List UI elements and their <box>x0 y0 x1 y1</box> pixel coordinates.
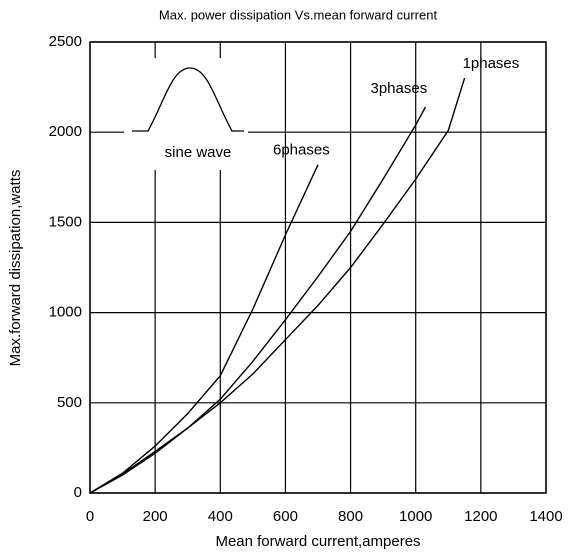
x-tick-label: 600 <box>273 508 298 525</box>
plot-frame <box>89 41 547 494</box>
series-label: 1phases <box>463 55 520 72</box>
x-tick-label: 400 <box>208 508 233 525</box>
y-tick-label: 0 <box>74 484 82 501</box>
y-axis-label: Max.forward dissipation,watts <box>7 170 24 367</box>
annotation: sine wave <box>165 144 232 161</box>
y-tick-label: 2000 <box>49 123 82 140</box>
x-tick-label: 1200 <box>464 508 497 525</box>
y-tick-label: 500 <box>57 394 82 411</box>
chart-title: Max. power dissipation Vs.mean forward c… <box>159 7 438 22</box>
y-tick-label: 2500 <box>49 33 82 50</box>
x-tick-label: 0 <box>86 508 94 525</box>
x-tick-label: 200 <box>143 508 168 525</box>
x-tick-label: 1400 <box>529 508 562 525</box>
series-line <box>89 106 427 494</box>
series-line <box>89 77 466 494</box>
inset-background <box>124 58 248 170</box>
y-tick-label: 1500 <box>49 213 82 230</box>
x-tick-label: 800 <box>338 508 363 525</box>
series-line <box>89 164 319 494</box>
y-tick-label: 1000 <box>49 304 82 321</box>
sine-wave-icon <box>132 67 244 132</box>
x-tick-label: 1000 <box>399 508 432 525</box>
series-label: 3phases <box>370 80 427 97</box>
series-label: 6phases <box>273 142 330 159</box>
x-axis-label: Mean forward current,amperes <box>215 533 420 550</box>
